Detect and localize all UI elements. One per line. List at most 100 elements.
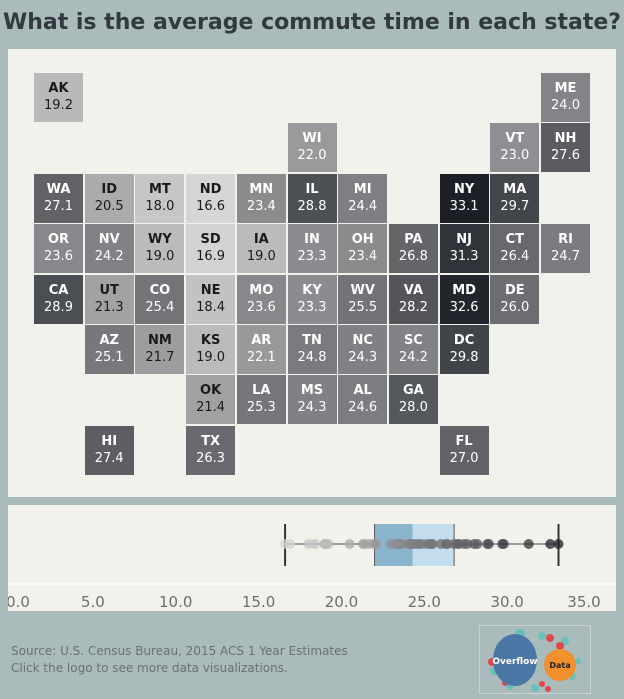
state-tile-il[interactable]: IL 28.8 (287, 173, 337, 223)
state-tile-me[interactable]: ME 24.0 (541, 73, 590, 122)
state-tile-co[interactable]: CO 25.4 (135, 274, 185, 324)
state-abbr: TX (201, 433, 221, 449)
tile-map: AK 19.2 ME 24.0 WI 22.0 VT 23.0 NH 27.6 WA 27.1 ID 20… (8, 49, 616, 497)
state-tile-oh[interactable]: OH 23.4 (338, 224, 388, 274)
state-abbr: VT (505, 131, 525, 147)
data-point-ok (359, 539, 370, 549)
state-tile-nj[interactable]: NJ 31.3 (439, 224, 489, 274)
state-value: 25.1 (94, 350, 124, 365)
data-point-fl (452, 539, 463, 549)
state-value: 23.4 (246, 198, 276, 214)
state-abbr: DE (504, 282, 525, 298)
state-tile-ca[interactable]: CA 28.9 (34, 274, 83, 324)
state-tile-ct[interactable]: CT 26.4 (490, 224, 540, 274)
state-value: 23.6 (246, 299, 276, 315)
state-abbr: NE (200, 282, 221, 298)
state-abbr: UT (99, 282, 119, 298)
state-tile-nd[interactable]: ND 16.6 (186, 173, 236, 223)
state-tile-ne[interactable]: NE 18.4 (186, 274, 236, 324)
state-abbr: AK (48, 81, 69, 96)
state-tile-mn[interactable]: MN 23.4 (236, 173, 286, 223)
data-point-tx (440, 539, 451, 549)
state-abbr: ND (199, 181, 222, 197)
state-value: 16.6 (196, 198, 226, 214)
state-tile-nc[interactable]: NC 24.3 (338, 325, 388, 374)
state-value: 21.3 (94, 299, 124, 315)
logo-text-left: Overflow (492, 657, 537, 667)
state-abbr: AL (353, 383, 372, 399)
state-tile-de[interactable]: DE 26.0 (490, 274, 540, 324)
state-tile-wi[interactable]: WI 22.0 (287, 123, 337, 173)
state-abbr: SC (403, 333, 423, 348)
state-abbr: ID (101, 181, 117, 197)
state-tile-tx[interactable]: TX 26.3 (186, 425, 236, 475)
state-tile-ks[interactable]: KS 19.0 (186, 325, 236, 374)
state-tile-va[interactable]: VA 28.2 (388, 274, 438, 324)
state-tile-al[interactable]: AL 24.6 (338, 375, 388, 425)
state-tile-ms[interactable]: MS 24.3 (287, 375, 337, 425)
state-tile-in[interactable]: IN 23.3 (287, 224, 337, 274)
state-tile-ia[interactable]: IA 19.0 (236, 224, 286, 274)
state-tile-pa[interactable]: PA 26.8 (388, 224, 438, 274)
state-tile-id[interactable]: ID 20.5 (84, 173, 134, 223)
state-tile-fl[interactable]: FL 27.0 (439, 425, 489, 475)
data-point-id (344, 539, 355, 549)
state-tile-nh[interactable]: NH 27.6 (541, 123, 590, 173)
state-tile-mi[interactable]: MI 24.4 (338, 173, 388, 223)
state-abbr: MT (148, 181, 171, 197)
state-tile-dc[interactable]: DC 29.8 (439, 325, 489, 374)
state-abbr: HI (101, 433, 118, 449)
state-value: 24.3 (348, 350, 378, 365)
state-tile-md[interactable]: MD 32.6 (439, 274, 489, 324)
state-abbr: KS (200, 333, 221, 348)
state-value: 26.0 (500, 299, 530, 315)
state-value: 23.3 (297, 249, 327, 265)
state-tile-ut[interactable]: UT 21.3 (84, 274, 134, 324)
state-value: 24.8 (297, 350, 327, 365)
state-tile-tn[interactable]: TN 24.8 (287, 325, 337, 374)
state-tile-sd[interactable]: SD 16.9 (186, 224, 236, 274)
state-abbr: WV (350, 282, 375, 298)
axis-tick-label: 15.0 (242, 593, 275, 611)
state-abbr: WI (302, 131, 322, 147)
state-tile-ok[interactable]: OK 21.4 (186, 375, 236, 425)
state-abbr: LA (252, 383, 271, 399)
state-tile-or[interactable]: OR 23.6 (34, 224, 83, 274)
state-tile-wy[interactable]: WY 19.0 (135, 224, 185, 274)
state-tile-ak[interactable]: AK 19.2 (34, 73, 83, 122)
state-tile-hi[interactable]: HI 27.4 (84, 425, 134, 475)
state-tile-ky[interactable]: KY 23.3 (287, 274, 337, 324)
state-value: 19.0 (246, 249, 276, 265)
state-tile-wa[interactable]: WA 27.1 (34, 173, 83, 223)
state-abbr: NV (98, 232, 120, 248)
logo-link[interactable]: Overflow Data (479, 625, 591, 694)
state-value: 32.6 (449, 299, 479, 315)
axis-tick-label: 0.0 (8, 593, 30, 611)
state-tile-ma[interactable]: MA 29.7 (490, 173, 540, 223)
state-tile-ri[interactable]: RI 24.7 (541, 224, 590, 274)
state-abbr: MA (503, 181, 527, 197)
state-tile-mo[interactable]: MO 23.6 (236, 274, 286, 324)
state-abbr: ME (554, 81, 577, 96)
state-value: 24.3 (297, 400, 327, 416)
state-tile-wv[interactable]: WV 25.5 (338, 274, 388, 324)
state-tile-ga[interactable]: GA 28.0 (388, 375, 438, 425)
state-tile-vt[interactable]: VT 23.0 (490, 123, 540, 173)
state-abbr: OK (200, 383, 222, 399)
state-tile-nv[interactable]: NV 24.2 (84, 224, 134, 274)
state-tile-mt[interactable]: MT 18.0 (135, 173, 185, 223)
state-abbr: MD (452, 282, 476, 298)
state-value: 28.8 (297, 198, 327, 214)
state-tile-ar[interactable]: AR 22.1 (236, 325, 286, 374)
axis-tick-label: 10.0 (159, 593, 192, 611)
state-abbr: MI (353, 181, 372, 197)
state-tile-az[interactable]: AZ 25.1 (84, 325, 134, 374)
state-tile-la[interactable]: LA 25.3 (236, 375, 286, 425)
footer: Source: U.S. Census Bureau, 2015 ACS 1 Y… (11, 643, 348, 677)
state-value: 23.4 (348, 249, 378, 265)
data-point-md (545, 539, 556, 549)
state-tile-nm[interactable]: NM 21.7 (135, 325, 185, 374)
state-tile-ny[interactable]: NY 33.1 (439, 173, 489, 223)
state-value: 21.4 (196, 400, 226, 416)
state-tile-sc[interactable]: SC 24.2 (388, 325, 438, 374)
